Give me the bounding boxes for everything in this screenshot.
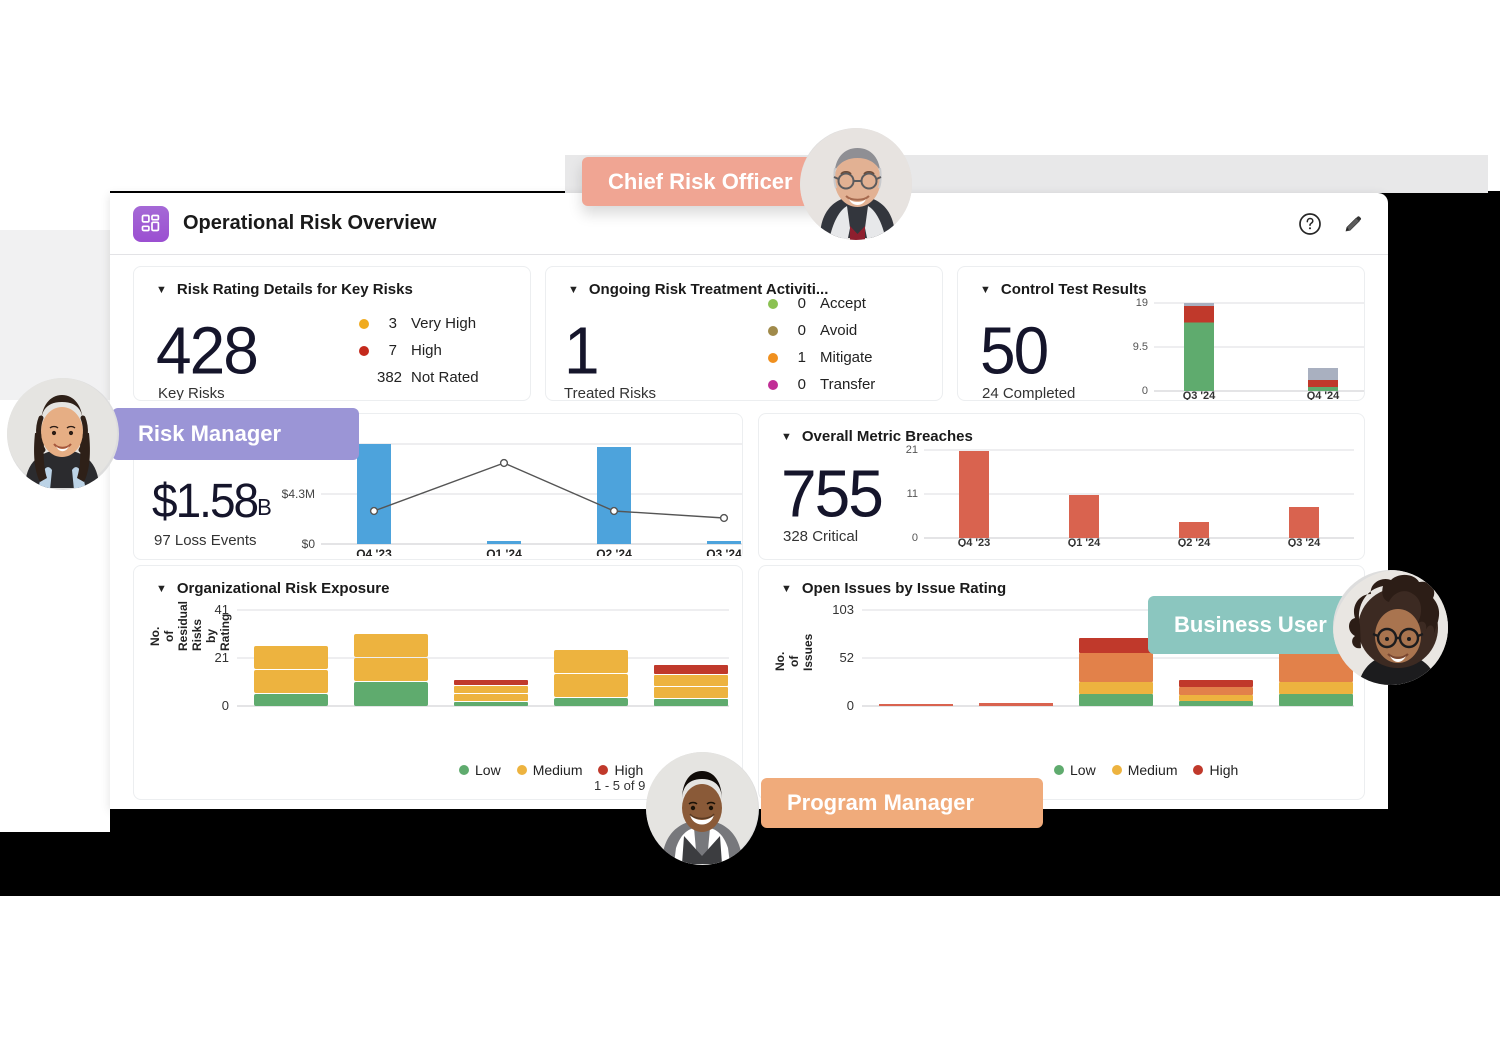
svg-text:$4.3M: $4.3M [282,487,315,501]
svg-text:21: 21 [906,444,918,456]
svg-text:Q1 '24: Q1 '24 [1068,537,1101,547]
svg-text:Q3 '24: Q3 '24 [1183,390,1216,400]
svg-text:Q4 '23: Q4 '23 [958,537,991,547]
svg-text:Q1 '24: Q1 '24 [486,547,522,556]
svg-text:0: 0 [1142,385,1148,397]
svg-text:Q4 '24: Q4 '24 [1307,390,1340,400]
svg-text:Q3 '24: Q3 '24 [706,547,742,556]
svg-text:Q2 '24: Q2 '24 [596,547,632,556]
svg-text:11: 11 [907,488,918,500]
svg-text:41: 41 [215,602,229,617]
svg-text:Q3 '24: Q3 '24 [1288,537,1321,547]
svg-text:0: 0 [912,532,918,544]
svg-text:0: 0 [222,698,229,713]
svg-text:21: 21 [215,650,229,665]
svg-text:52: 52 [840,650,854,665]
svg-text:Q2 '24: Q2 '24 [1178,537,1211,547]
svg-text:0: 0 [847,698,854,713]
svg-text:9.5: 9.5 [1133,341,1148,353]
svg-text:19: 19 [1136,297,1148,309]
svg-text:$0: $0 [302,537,316,551]
svg-text:Q4 '23: Q4 '23 [356,547,392,556]
svg-text:103: 103 [832,602,854,617]
